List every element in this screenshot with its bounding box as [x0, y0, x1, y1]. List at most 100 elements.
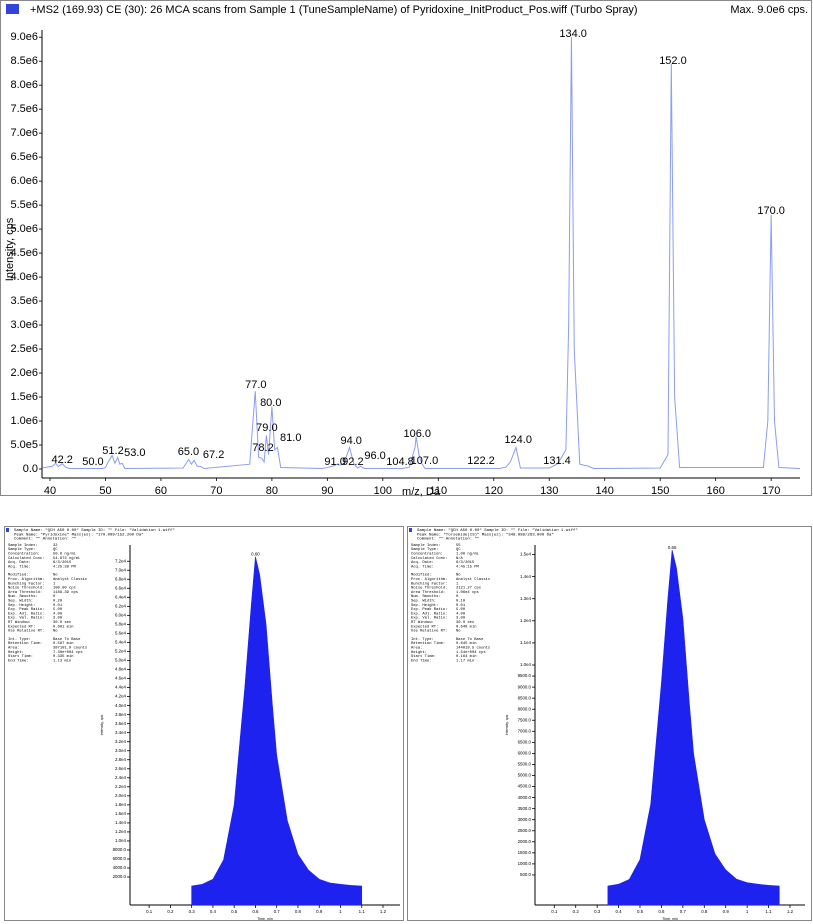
info-label: Sample Index: — [411, 543, 441, 548]
xic-panel — [407, 526, 812, 921]
peak-label: 170.0 — [757, 205, 785, 217]
info-value: 4:25:38 PM — [53, 565, 77, 569]
info-value: 32 — [53, 544, 58, 548]
y-tick-label: 2.0e4 — [115, 793, 127, 798]
y-tick-label: 6.0e4 — [115, 613, 127, 618]
peak-label: 92.2 — [342, 456, 363, 468]
y-tick-label: 6.4e4 — [115, 594, 127, 599]
y-tick-label: 9.0e6 — [10, 31, 38, 43]
info-value: 0.597 min — [53, 641, 74, 646]
y-tick-label: 7.0e4 — [115, 567, 127, 572]
y-tick-label: 8.0e6 — [10, 79, 38, 91]
info-label: End Time: — [411, 658, 432, 663]
info-value: 6/3/2015 — [53, 560, 72, 565]
info-label: Exp. Peak Ratio: — [411, 607, 447, 612]
info-value: 1.06e4 cps — [456, 591, 479, 595]
info-label: Height: — [8, 650, 24, 655]
peak-area — [607, 550, 780, 906]
y-tick-label: 7.2e4 — [115, 558, 127, 563]
y-tick-label: 8.5e6 — [10, 55, 38, 67]
info-value: QC — [53, 548, 58, 552]
peak-label: 0.60 — [251, 552, 260, 557]
y-tick-label: 5.5e6 — [10, 199, 38, 211]
x-tick-label: 1.1 — [359, 909, 366, 914]
y-tick-label: 2000.0 — [113, 874, 127, 879]
x-tick-label: 40 — [44, 485, 56, 497]
info-label: Retention Time: — [8, 641, 42, 646]
info-value: 0 — [456, 595, 459, 599]
info-label: Acq. Time: — [8, 564, 31, 569]
y-tick-label: 2.0e6 — [10, 367, 38, 379]
info-value: 2121.27 cps — [456, 587, 481, 591]
y-tick-label: 1.1e4 — [520, 640, 532, 645]
info-value: 5.00 — [53, 608, 63, 612]
info-label: Bunching Factor: — [411, 581, 447, 586]
info-value: 1189.39 cps — [53, 591, 78, 595]
info-label: Acq. Date: — [8, 561, 31, 565]
y-tick-label: 4.5e6 — [10, 247, 38, 259]
panel-header: Sample Name: "QCH A50 0.00" Sample ID: "… — [14, 528, 175, 533]
info-value: 0 — [53, 595, 56, 599]
info-value: 30.0 sec — [53, 621, 71, 625]
y-tick-label: 4000.0 — [518, 795, 532, 800]
panel-header: Peak Name: "Pyridoxine" Mass(es): "170.0… — [14, 532, 144, 537]
y-tick-label: 500.0 — [520, 872, 532, 877]
x-tick-label: 100 — [374, 485, 392, 497]
y-tick-label: 1.0e4 — [520, 662, 532, 667]
peak-label: 81.0 — [280, 432, 301, 444]
info-value: 30.0 sec — [456, 621, 474, 625]
y-tick-label: 9500.0 — [518, 673, 532, 678]
info-value: 50.0 ng/mL — [53, 552, 77, 557]
peak-label: 91.0 — [324, 456, 345, 468]
info-label: Retention Time: — [411, 641, 445, 646]
y-tick-label: 1.8e4 — [115, 802, 127, 807]
y-tick-label: 6.6e4 — [115, 585, 127, 590]
y-tick-label: 5.0e4 — [115, 658, 127, 663]
y-tick-label: 9000.0 — [518, 684, 532, 689]
info-label: Sep. Width: — [8, 599, 33, 604]
y-tick-label: 1.3e4 — [520, 596, 532, 601]
peak-label: 78.2 — [252, 442, 273, 454]
x-tick-label: 0.9 — [723, 909, 730, 914]
y-axis-label: Intensity, cps — [505, 714, 509, 735]
y-tick-label: 6.0e6 — [10, 175, 38, 187]
info-value: 5.00 — [456, 608, 466, 612]
x-tick-label: 130 — [540, 485, 558, 497]
y-tick-label: 2.4e4 — [115, 775, 127, 780]
y-tick-label: 2000.0 — [518, 839, 532, 844]
info-value: 3.00 — [456, 617, 466, 621]
info-value: QC — [456, 548, 461, 552]
info-value: 55 — [456, 544, 461, 548]
peak-label: 79.0 — [256, 422, 277, 434]
x-tick-label: 0.7 — [274, 909, 281, 914]
y-tick-label: 4.0e4 — [115, 703, 127, 708]
x-tick-label: 1.2 — [787, 909, 794, 914]
x-tick-label: 60 — [155, 485, 167, 497]
info-label: Sep. Height: — [411, 603, 438, 608]
y-tick-label: 1.2e4 — [520, 618, 532, 623]
peak-label: 107.0 — [411, 455, 439, 467]
info-label: Bunching Factor: — [8, 581, 44, 586]
info-label: Exp. Adj. Ratio: — [8, 611, 44, 616]
y-tick-label: 8000.0 — [113, 847, 127, 852]
peak-area — [191, 556, 363, 906]
info-value: Analyst Classic — [456, 577, 490, 582]
y-tick-label: 8000.0 — [518, 706, 532, 711]
info-label: Expected RT: — [8, 624, 35, 629]
x-tick-label: 0.5 — [637, 909, 644, 914]
info-label: Num. Smooths: — [8, 594, 38, 599]
info-value: 0.01 — [53, 604, 63, 608]
info-value: 6/3/2015 — [456, 560, 475, 565]
info-value: 0.649 min — [456, 624, 477, 629]
panel-header: Peak Name: "Torsemide(IS)" Mass(es): "34… — [417, 532, 554, 537]
info-value: No — [53, 630, 58, 634]
trace-icon — [409, 528, 412, 532]
y-tick-label: 7.5e6 — [10, 103, 38, 115]
peak-label: 51.2 — [102, 445, 123, 457]
info-value: 0.20 — [53, 600, 63, 604]
y-tick-label: 6.2e4 — [115, 604, 127, 609]
x-tick-label: 160 — [706, 485, 724, 497]
info-label: Proc. Algorithm: — [8, 577, 44, 582]
info-value: 4.00 — [456, 612, 466, 616]
info-value: 1.00 ng/mL — [456, 552, 480, 557]
